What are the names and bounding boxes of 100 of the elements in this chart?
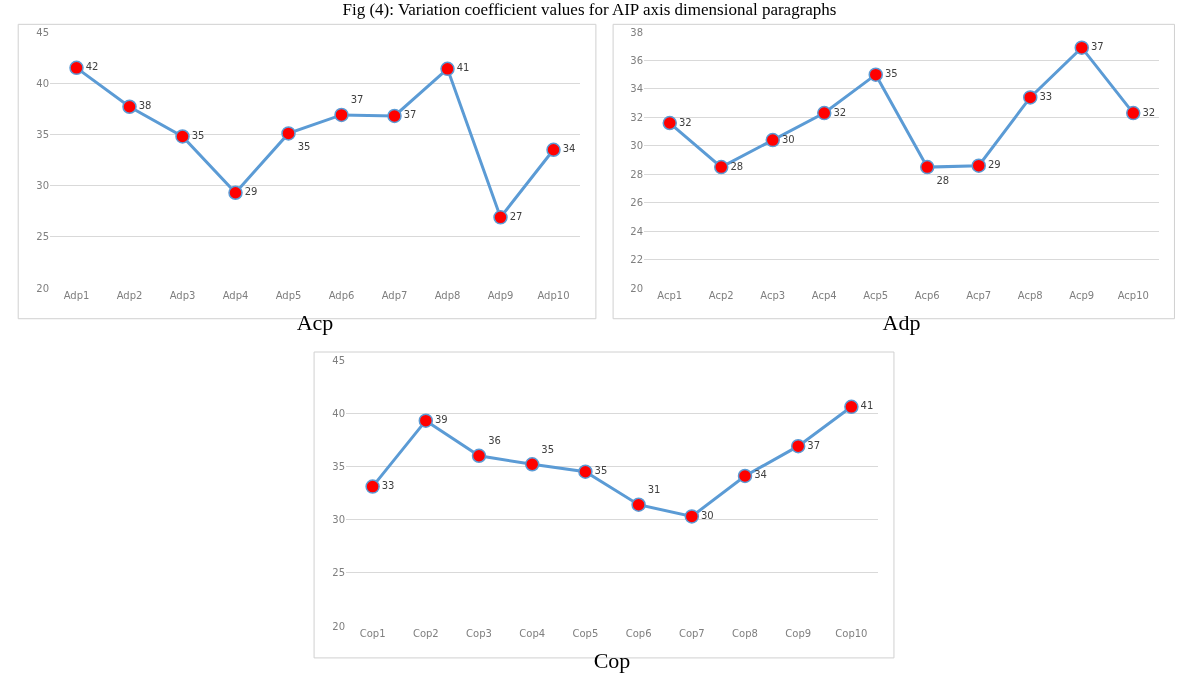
y-tick-label: 36 <box>630 54 643 66</box>
x-tick-label: Cop9 <box>785 628 812 639</box>
x-tick-label: Cop10 <box>835 628 868 639</box>
data-label: 33 <box>381 480 395 492</box>
point <box>1074 40 1089 55</box>
point <box>662 115 677 131</box>
data-label: 37 <box>1090 41 1104 53</box>
x-tick-label: Adp7 <box>381 290 408 301</box>
y-tick-label: 35 <box>36 128 49 140</box>
y-tick-label: 30 <box>630 140 643 152</box>
x-tick-label: Adp10 <box>537 290 570 301</box>
data-label: 30 <box>781 133 795 145</box>
data-label: 41 <box>456 62 470 74</box>
x-tick-label: Adp3 <box>169 290 196 301</box>
x-tick-label: Acp9 <box>1069 290 1095 301</box>
data-label: 35 <box>541 443 555 455</box>
x-tick-label: Acp7 <box>966 290 992 301</box>
x-tick-label: Acp1 <box>657 290 683 301</box>
y-tick-label: 34 <box>630 83 643 95</box>
x-tick-label: Acp4 <box>811 290 837 301</box>
x-tick-label: Acp6 <box>914 290 940 301</box>
x-tick-label: Cop8 <box>732 628 758 639</box>
data-label: 42 <box>85 61 99 73</box>
x-tick-label: Adp6 <box>328 290 355 301</box>
point <box>418 413 434 428</box>
y-tick-label: 20 <box>332 620 345 632</box>
point <box>790 438 806 454</box>
x-axis-title: Cop <box>593 647 631 673</box>
y-tick-label: 35 <box>332 460 345 472</box>
x-tick-label: Adp1 <box>63 290 90 301</box>
point <box>493 210 508 225</box>
point <box>578 464 593 479</box>
data-label: 28 <box>730 160 744 172</box>
y-tick-label: 30 <box>332 514 345 526</box>
point <box>471 448 487 463</box>
x-tick-label: Adp5 <box>275 290 302 301</box>
point <box>684 509 700 524</box>
data-label: 35 <box>884 68 898 80</box>
y-tick-label: 30 <box>36 180 49 192</box>
x-tick-label: Adp9 <box>487 290 514 301</box>
data-label: 37 <box>350 94 364 106</box>
data-label: 36 <box>488 435 501 447</box>
x-tick-label: Cop6 <box>625 628 652 639</box>
x-axis-title: Acp <box>296 309 334 335</box>
y-tick-label: 20 <box>36 282 49 294</box>
data-label: 37 <box>807 439 821 451</box>
data-label: 29 <box>244 186 258 198</box>
point <box>868 67 883 82</box>
point <box>175 129 190 144</box>
y-tick-label: 32 <box>630 111 643 123</box>
point <box>440 61 455 77</box>
x-tick-label: Cop4 <box>519 628 546 639</box>
point <box>546 142 561 157</box>
point <box>228 185 243 201</box>
data-label: 32 <box>833 106 847 118</box>
point <box>920 159 935 175</box>
data-label: 34 <box>754 469 767 481</box>
y-tick-label: 40 <box>36 77 49 89</box>
data-label: 28 <box>936 174 950 186</box>
y-tick-label: 40 <box>332 407 345 419</box>
point <box>817 105 832 121</box>
point <box>122 99 137 114</box>
y-tick-label: 25 <box>332 567 345 579</box>
data-label: 27 <box>509 210 523 222</box>
point <box>971 158 986 173</box>
x-tick-label: Acp10 <box>1117 290 1149 301</box>
data-label: 29 <box>987 159 1001 171</box>
point <box>365 479 380 494</box>
x-tick-label: Adp2 <box>116 290 143 301</box>
y-tick-label: 20 <box>630 282 643 294</box>
y-tick-label: 24 <box>630 225 643 237</box>
point <box>281 126 296 141</box>
y-tick-label: 38 <box>630 26 643 38</box>
x-tick-label: Acp3 <box>760 290 786 301</box>
y-tick-label: 25 <box>36 231 49 243</box>
data-label: 38 <box>138 100 152 112</box>
data-label: 37 <box>403 109 417 121</box>
point <box>737 468 753 484</box>
x-tick-label: Adp4 <box>222 290 249 301</box>
point <box>1023 90 1038 105</box>
x-tick-label: Cop2 <box>412 628 439 639</box>
x-tick-label: Adp8 <box>434 290 461 301</box>
point <box>387 108 402 124</box>
x-axis-title: Adp <box>882 309 921 335</box>
y-tick-label: 45 <box>36 26 49 38</box>
point <box>1126 105 1141 121</box>
point <box>765 132 780 148</box>
data-label: 32 <box>678 116 692 128</box>
data-label: 30 <box>700 509 714 521</box>
data-label: 35 <box>191 129 205 141</box>
x-tick-label: Cop5 <box>572 628 599 639</box>
x-tick-label: Cop1 <box>359 628 386 639</box>
data-label: 31 <box>647 484 661 496</box>
point <box>714 159 729 175</box>
y-tick-label: 22 <box>630 254 643 266</box>
x-tick-label: Acp8 <box>1017 290 1043 301</box>
data-label: 35 <box>594 465 608 477</box>
x-tick-label: Acp5 <box>863 290 889 301</box>
y-tick-label: 45 <box>332 354 345 366</box>
data-label: 35 <box>297 141 311 153</box>
